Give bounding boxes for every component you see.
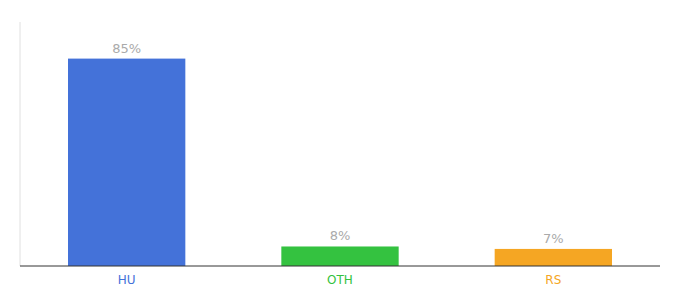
x-tick-label: RS (545, 273, 561, 287)
bar (281, 246, 398, 266)
bar (495, 249, 612, 266)
x-tick-label: OTH (327, 273, 353, 287)
chart-container: HU 85% OTH 8% RS 7% (0, 0, 680, 300)
data-label: 85% (112, 41, 141, 56)
data-label: 7% (543, 231, 564, 246)
y-axis-line (20, 22, 21, 266)
data-label: 8% (330, 228, 351, 243)
chart-svg: HU 85% OTH 8% RS 7% (0, 0, 680, 300)
bar (68, 59, 185, 266)
bars (68, 59, 612, 266)
x-tick-label: HU (118, 273, 136, 287)
x-axis-line (20, 266, 660, 267)
